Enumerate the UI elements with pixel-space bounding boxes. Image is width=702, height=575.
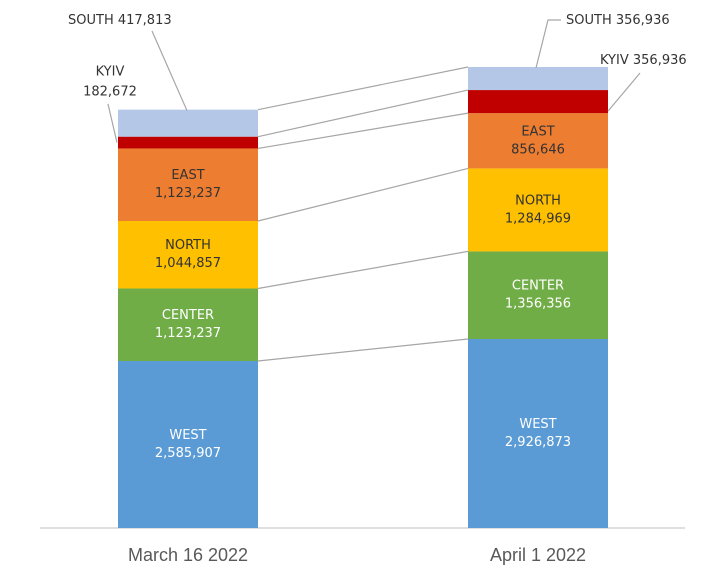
segment-name: KYIV (600, 53, 629, 68)
data-label: SOUTH 417,813 (68, 13, 172, 28)
data-label: 1,284,969 (505, 211, 571, 226)
bar-segment (468, 113, 608, 169)
data-label: 1,356,356 (505, 297, 571, 312)
leader-line (607, 72, 641, 112)
data-label: 1,123,237 (155, 326, 221, 341)
segment-name: CENTER (162, 308, 214, 323)
connector (257, 66, 469, 111)
value: 417,813 (118, 13, 172, 28)
data-label: 856,646 (511, 142, 565, 157)
connector (257, 167, 469, 222)
segment-name: KYIV (96, 65, 125, 80)
segment-name: CENTER (512, 279, 564, 294)
leader-line (151, 30, 188, 111)
bar-segment (468, 251, 608, 339)
data-label: 1,123,237 (155, 186, 221, 201)
bar-segment (468, 90, 608, 114)
bar-segment (118, 109, 258, 137)
bar-segment (118, 136, 258, 149)
segment-name: EAST (171, 168, 204, 183)
leader-line (107, 103, 118, 143)
segment-name: NORTH (515, 193, 561, 208)
bar-segment (468, 67, 608, 91)
data-label: 1,044,857 (155, 256, 221, 271)
value: 356,936 (633, 53, 687, 68)
data-label: 2,926,873 (505, 435, 571, 450)
bar-segment (118, 148, 258, 221)
data-label: 2,585,907 (155, 446, 221, 461)
connector (257, 250, 469, 290)
bar-segment (118, 288, 258, 362)
data-label: KYIV 356,936 (600, 53, 687, 68)
leader-line (535, 19, 561, 69)
x-tick-label: April 1 2022 (490, 545, 586, 565)
value: 356,936 (616, 13, 670, 28)
bar-segment (118, 220, 258, 289)
connector (257, 338, 469, 362)
segment-name: WEST (519, 417, 556, 432)
connector (257, 89, 469, 138)
bar-segment (118, 361, 258, 528)
segment-name: SOUTH (566, 13, 612, 28)
segment-name: SOUTH (68, 13, 114, 28)
segment-name: EAST (521, 124, 554, 139)
data-label: 182,672 (83, 85, 137, 100)
bar-segment (468, 338, 608, 528)
data-label: SOUTH 356,936 (566, 13, 670, 28)
segment-name: WEST (169, 428, 206, 443)
connector (257, 112, 469, 150)
x-tick-label: March 16 2022 (128, 545, 248, 565)
bar-segment (468, 168, 608, 252)
segment-name: NORTH (165, 238, 211, 253)
